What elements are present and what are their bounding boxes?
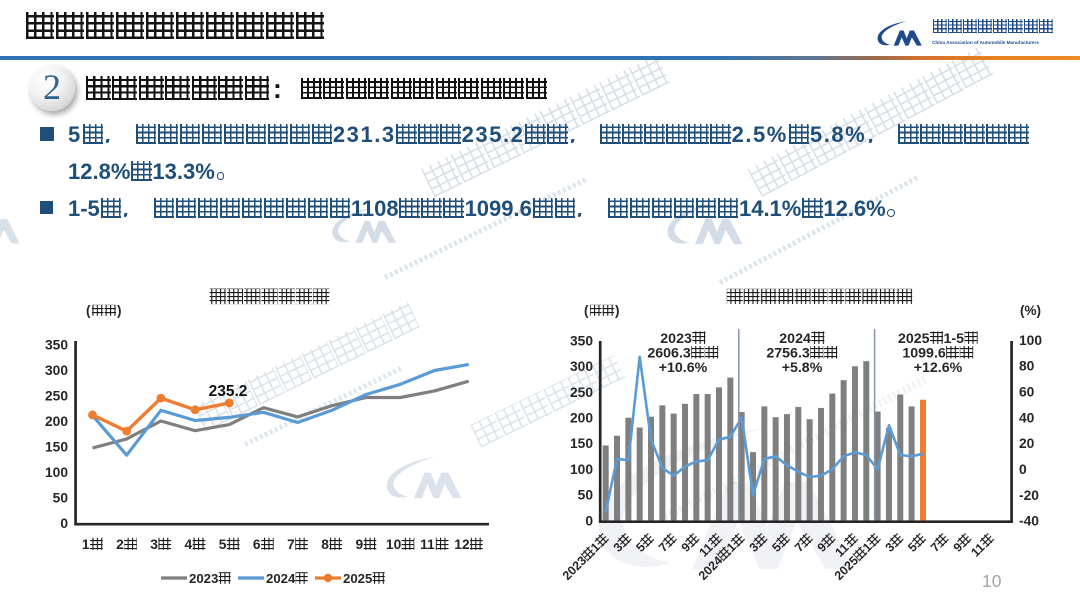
svg-text:350: 350 (570, 333, 593, 348)
svg-text:2756.3: 2756.3 (766, 346, 810, 362)
svg-text:9: 9 (356, 537, 364, 552)
svg-text:4: 4 (185, 537, 193, 552)
svg-text:): ) (117, 303, 122, 318)
svg-text:100: 100 (1019, 333, 1042, 348)
svg-text:2: 2 (116, 537, 124, 552)
svg-text:1: 1 (82, 537, 90, 552)
svg-text:200: 200 (45, 414, 68, 429)
svg-text:350: 350 (45, 337, 68, 352)
svg-text:1-5: 1-5 (944, 331, 965, 347)
svg-text:-40: -40 (1019, 514, 1039, 529)
svg-text:2025: 2025 (343, 571, 372, 586)
svg-text:10: 10 (982, 571, 1002, 591)
svg-text:150: 150 (45, 439, 68, 454)
svg-text:2025: 2025 (898, 331, 930, 347)
svg-text:6: 6 (253, 537, 261, 552)
svg-text:20: 20 (1019, 436, 1035, 451)
svg-text:(: ( (584, 303, 589, 318)
svg-text:250: 250 (45, 388, 68, 403)
svg-text:60: 60 (1019, 384, 1035, 399)
svg-text:300: 300 (45, 363, 68, 378)
svg-text:0: 0 (1019, 462, 1027, 477)
svg-text:12: 12 (454, 537, 470, 552)
svg-text:100: 100 (45, 465, 68, 480)
svg-text:11: 11 (420, 537, 435, 552)
svg-text:+10.6%: +10.6% (659, 360, 708, 376)
svg-text:2606.3: 2606.3 (647, 346, 691, 362)
svg-text:100: 100 (570, 462, 593, 477)
svg-text:+5.8%: +5.8% (782, 360, 823, 376)
svg-text:0: 0 (60, 516, 68, 531)
svg-text:-20: -20 (1019, 488, 1039, 503)
svg-text:(%): (%) (1020, 303, 1041, 318)
svg-text:2023: 2023 (660, 331, 692, 347)
svg-text:7: 7 (287, 537, 295, 552)
svg-text:1099.6: 1099.6 (902, 346, 946, 362)
svg-text:3: 3 (150, 537, 158, 552)
svg-text:+12.6%: +12.6% (914, 360, 963, 376)
svg-text:300: 300 (570, 359, 593, 374)
svg-text:8: 8 (321, 537, 329, 552)
svg-text:80: 80 (1019, 359, 1035, 374)
svg-text:10: 10 (386, 537, 402, 552)
svg-text:5: 5 (219, 537, 227, 552)
svg-text:0: 0 (585, 513, 593, 528)
svg-text:2023: 2023 (189, 571, 218, 586)
svg-text:250: 250 (570, 385, 593, 400)
svg-text:150: 150 (570, 436, 593, 451)
svg-text:): ) (615, 303, 620, 318)
svg-text:50: 50 (578, 488, 594, 503)
svg-text:40: 40 (1019, 410, 1035, 425)
svg-text:(: ( (86, 303, 91, 318)
svg-text:200: 200 (570, 411, 593, 426)
svg-text:2024: 2024 (266, 571, 296, 586)
svg-text:2024: 2024 (779, 331, 811, 347)
svg-text:235.2: 235.2 (209, 383, 248, 400)
svg-text:50: 50 (53, 490, 69, 505)
